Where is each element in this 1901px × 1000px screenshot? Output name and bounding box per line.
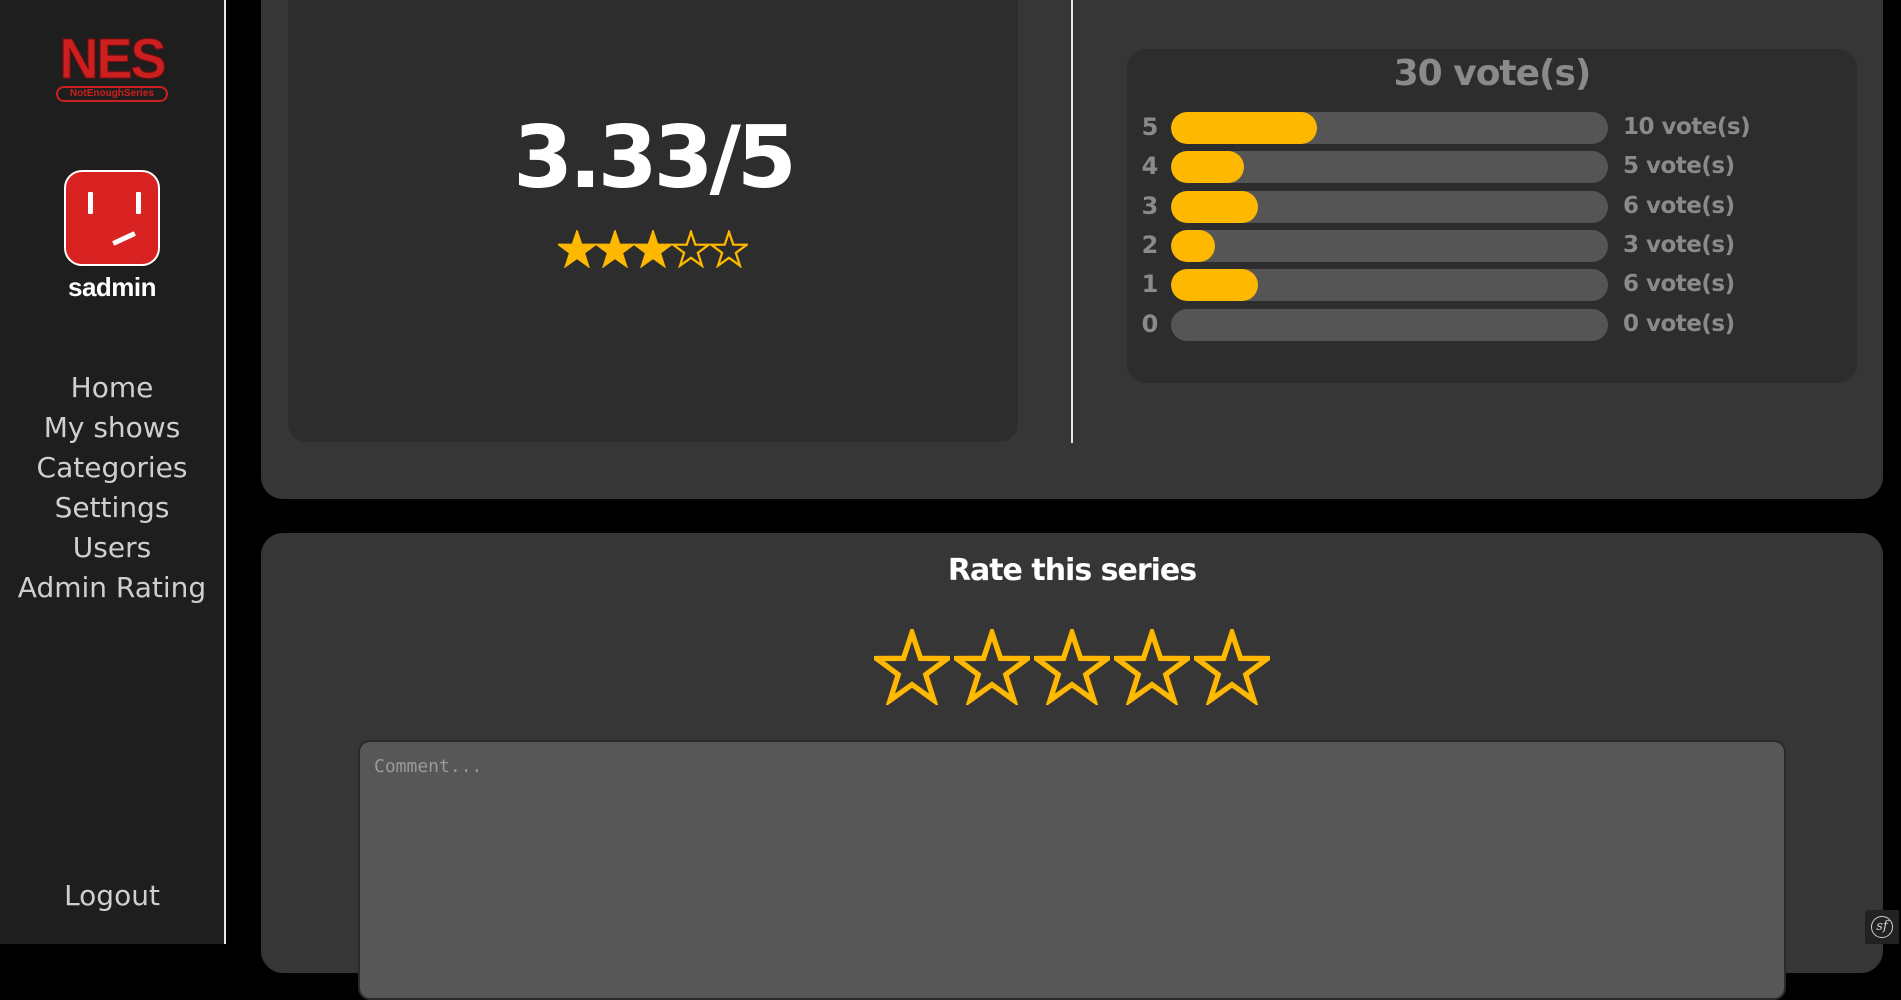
rating-label: 0 — [1141, 309, 1159, 338]
star-filled-icon — [558, 230, 596, 268]
vote-distribution: 30 vote(s) 5 10 vote(s) 4 5 vote(s) 3 6 vote(… — [1127, 49, 1857, 383]
rating-vote-count: 6 vote(s) — [1623, 271, 1735, 298]
star-outline-icon[interactable] — [1114, 629, 1190, 705]
avatar[interactable] — [64, 170, 160, 266]
nav-item-users[interactable]: Users — [72, 531, 152, 564]
rating-bar-track — [1171, 269, 1608, 302]
nes-logo[interactable]: NES NotEnoughSeries — [54, 27, 170, 106]
rating-bar-fill — [1171, 112, 1317, 144]
rating-vote-count: 6 vote(s) — [1623, 192, 1735, 219]
rating-bar-track — [1171, 190, 1608, 223]
nav-item-home[interactable]: Home — [70, 371, 154, 404]
rating-vote-count: 3 vote(s) — [1623, 231, 1735, 258]
star-outline-icon — [710, 230, 748, 268]
distribution-row: 3 6 vote(s) — [1127, 188, 1857, 224]
comment-input[interactable] — [358, 740, 1786, 1000]
rate-panel: Rate this series — [261, 533, 1883, 1000]
rating-label: 4 — [1141, 152, 1159, 181]
rating-label: 5 — [1141, 113, 1159, 141]
star-outline-icon[interactable] — [1194, 629, 1270, 705]
rating-bar-track — [1171, 308, 1608, 341]
nav-menu: Home My shows Categories Settings Users … — [0, 368, 224, 608]
rating-bar-fill — [1171, 269, 1259, 302]
nav-item-my-shows[interactable]: My shows — [43, 411, 181, 444]
rating-label: 3 — [1141, 191, 1159, 220]
nav-item-admin-rating[interactable]: Admin Rating — [17, 571, 207, 604]
rating-bar-fill — [1171, 190, 1259, 223]
logo-main-text: NES — [59, 27, 167, 91]
total-votes: 30 vote(s) — [1393, 53, 1592, 94]
average-stars — [288, 230, 1018, 272]
distribution-row: 0 0 vote(s) — [1127, 306, 1857, 342]
star-outline-icon[interactable] — [874, 629, 950, 705]
distribution-row: 4 5 vote(s) — [1127, 148, 1857, 184]
rating-bar-fill — [1171, 151, 1244, 184]
star-filled-icon — [596, 230, 634, 268]
star-outline-icon[interactable] — [954, 629, 1030, 705]
average-score: 3.33/5 — [513, 108, 796, 208]
sidebar: NES NotEnoughSeries sadmin Home My shows… — [0, 0, 226, 944]
rating-bar-track — [1171, 229, 1608, 262]
star-filled-icon — [634, 230, 672, 268]
star-outline-icon[interactable] — [1034, 629, 1110, 705]
logout-link[interactable]: Logout — [64, 879, 160, 912]
distribution-row: 2 3 vote(s) — [1127, 227, 1857, 263]
logo-sub-text: NotEnoughSeries — [56, 86, 168, 102]
score-card: 3.33/5 — [288, 0, 1018, 442]
distribution-row: 5 10 vote(s) — [1127, 109, 1857, 145]
rating-vote-count: 10 vote(s) — [1623, 114, 1751, 140]
distribution-row: 1 6 vote(s) — [1127, 266, 1857, 302]
rating-bar-track — [1171, 112, 1608, 144]
rating-bar-track — [1171, 151, 1608, 184]
rating-label: 2 — [1141, 230, 1159, 259]
rate-star-input[interactable] — [261, 629, 1883, 709]
rating-bar-fill — [1171, 229, 1215, 262]
star-outline-icon — [672, 230, 710, 268]
rating-label: 1 — [1141, 270, 1159, 299]
divider — [1071, 0, 1073, 443]
nav-item-categories[interactable]: Categories — [36, 451, 188, 484]
rate-title: Rate this series — [947, 553, 1197, 588]
symfony-icon[interactable]: sf — [1865, 910, 1899, 944]
rating-vote-count: 5 vote(s) — [1623, 153, 1735, 180]
username: sadmin — [67, 272, 157, 302]
nav-item-settings[interactable]: Settings — [54, 491, 170, 524]
rating-vote-count: 0 vote(s) — [1623, 310, 1735, 337]
